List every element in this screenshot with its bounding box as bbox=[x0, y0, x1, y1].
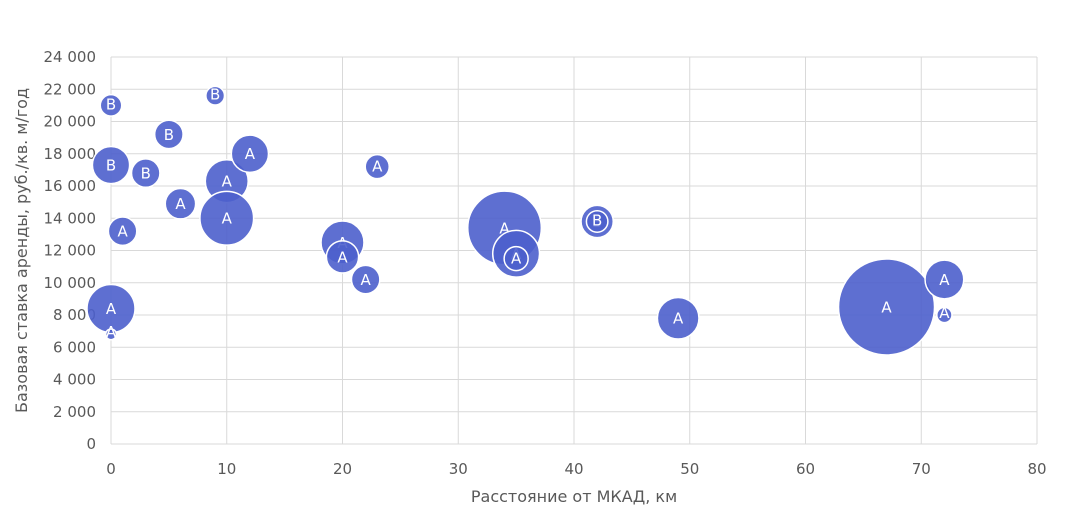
bubble bbox=[153, 119, 184, 150]
y-tick-label: 8 000 bbox=[53, 306, 96, 324]
bubble bbox=[325, 240, 360, 274]
bubble-label: A bbox=[499, 219, 510, 237]
x-tick-label: 0 bbox=[106, 460, 116, 478]
bubble bbox=[99, 93, 123, 117]
bubble bbox=[656, 296, 700, 340]
y-tick-label: 20 000 bbox=[44, 113, 97, 131]
x-tick-label: 40 bbox=[564, 460, 583, 478]
x-tick-label: 10 bbox=[217, 460, 236, 478]
bubble bbox=[350, 264, 381, 295]
bubble-series: BBAAABBABAAAAAAAAAABBAAAA bbox=[86, 85, 965, 356]
y-tick-label: 18 000 bbox=[44, 145, 97, 163]
x-axis-tick-labels: 0 10 20 30 40 50 60 70 80 bbox=[106, 460, 1046, 478]
bubble-label: A bbox=[117, 223, 128, 241]
bubble-label: A bbox=[939, 271, 950, 289]
bubble-label: B bbox=[106, 156, 116, 174]
bubble-label: A bbox=[175, 195, 186, 213]
bubble bbox=[107, 216, 138, 247]
y-tick-label: 12 000 bbox=[44, 242, 97, 260]
bubble-label: A bbox=[222, 173, 233, 191]
bubble bbox=[205, 85, 226, 106]
bubble-label: A bbox=[673, 310, 684, 328]
y-tick-label: 22 000 bbox=[44, 80, 97, 98]
bubble-label: B bbox=[164, 126, 174, 144]
y-tick-label: 24 000 bbox=[44, 48, 97, 66]
bubble-label: B bbox=[210, 85, 220, 103]
y-tick-label: 2 000 bbox=[53, 403, 96, 421]
x-tick-label: 30 bbox=[449, 460, 468, 478]
bubble-label: A bbox=[106, 300, 117, 318]
bubble-label: A bbox=[361, 271, 372, 289]
bubble bbox=[364, 153, 390, 180]
bubble-label: A bbox=[337, 248, 348, 266]
bubble-label: B bbox=[592, 212, 602, 230]
bubble-label: A bbox=[222, 210, 233, 228]
bubble bbox=[585, 209, 609, 233]
bubble-label: A bbox=[372, 157, 383, 175]
y-axis-tick-labels: 0 2 000 4 000 6 000 8 000 10 000 12 000 14 000 1… bbox=[44, 48, 97, 453]
bubble bbox=[503, 245, 529, 272]
y-tick-label: 4 000 bbox=[53, 371, 96, 389]
x-tick-label: 80 bbox=[1027, 460, 1046, 478]
y-tick-label: 16 000 bbox=[44, 177, 97, 195]
bubble-label: B bbox=[106, 96, 116, 114]
bubble-label: A bbox=[881, 298, 892, 316]
bubble bbox=[164, 187, 197, 220]
x-tick-label: 60 bbox=[796, 460, 815, 478]
x-axis-title: Расстояние от МКАД, км bbox=[471, 487, 677, 506]
y-tick-label: 14 000 bbox=[44, 209, 97, 227]
bubble-label: A bbox=[939, 304, 950, 322]
bubble-label: A bbox=[511, 249, 522, 267]
y-tick-label: 6 000 bbox=[53, 338, 96, 356]
bubble bbox=[199, 190, 255, 246]
x-tick-label: 70 bbox=[912, 460, 931, 478]
y-axis-title: Базовая ставка аренды, руб./кв. м/год bbox=[12, 88, 31, 413]
x-tick-label: 20 bbox=[333, 460, 352, 478]
bubble-label: A bbox=[245, 145, 256, 163]
bubble bbox=[104, 328, 118, 341]
x-tick-label: 50 bbox=[680, 460, 699, 478]
bubble bbox=[936, 306, 953, 324]
y-tick-label: 10 000 bbox=[44, 274, 97, 292]
bubble bbox=[837, 258, 936, 356]
bubble bbox=[230, 134, 270, 174]
bubble-label: A bbox=[106, 323, 117, 341]
gridlines bbox=[110, 56, 1038, 445]
bubble bbox=[130, 158, 161, 189]
y-tick-label: 0 bbox=[86, 435, 96, 453]
bubble-label: B bbox=[141, 165, 151, 183]
bubble bbox=[91, 145, 131, 185]
bubble bbox=[924, 259, 965, 300]
